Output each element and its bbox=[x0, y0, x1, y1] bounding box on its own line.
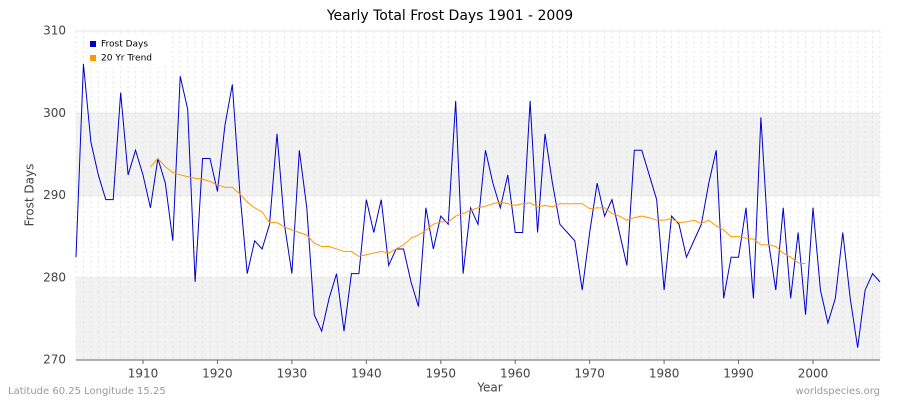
series-line bbox=[150, 157, 806, 265]
x-tick-label: 1960 bbox=[500, 367, 531, 381]
x-tick-label: 1920 bbox=[202, 367, 233, 381]
x-axis-label: Year bbox=[476, 381, 502, 395]
x-tick-label: 1940 bbox=[351, 367, 382, 381]
x-tick-label: 1950 bbox=[426, 367, 457, 381]
x-tick-label: 1980 bbox=[649, 367, 680, 381]
y-axis-label: Frost Days bbox=[23, 164, 37, 227]
x-tick-label: 2000 bbox=[798, 367, 829, 381]
chart-title: Yearly Total Frost Days 1901 - 2009 bbox=[326, 8, 573, 24]
y-tick-label: 300 bbox=[43, 106, 66, 120]
y-tick-label: 290 bbox=[43, 188, 66, 202]
x-tick-label: 1970 bbox=[574, 367, 605, 381]
legend-box bbox=[84, 35, 169, 67]
x-tick-label: 1990 bbox=[723, 367, 754, 381]
y-tick-label: 310 bbox=[43, 24, 66, 38]
footer-left: Latitude 60.25 Longitude 15.25 bbox=[8, 386, 166, 397]
legend-swatch bbox=[90, 41, 96, 47]
series-line bbox=[75, 63, 881, 348]
legend-label: Frost Days bbox=[101, 40, 148, 50]
y-tick-label: 280 bbox=[43, 270, 66, 284]
legend-label: 20 Yr Trend bbox=[101, 54, 152, 64]
legend-swatch bbox=[90, 55, 96, 61]
x-tick-label: 1910 bbox=[128, 367, 159, 381]
y-tick-label: 270 bbox=[43, 353, 66, 367]
footer-right: worldspecies.org bbox=[796, 386, 880, 397]
x-tick-label: 1930 bbox=[277, 367, 308, 381]
